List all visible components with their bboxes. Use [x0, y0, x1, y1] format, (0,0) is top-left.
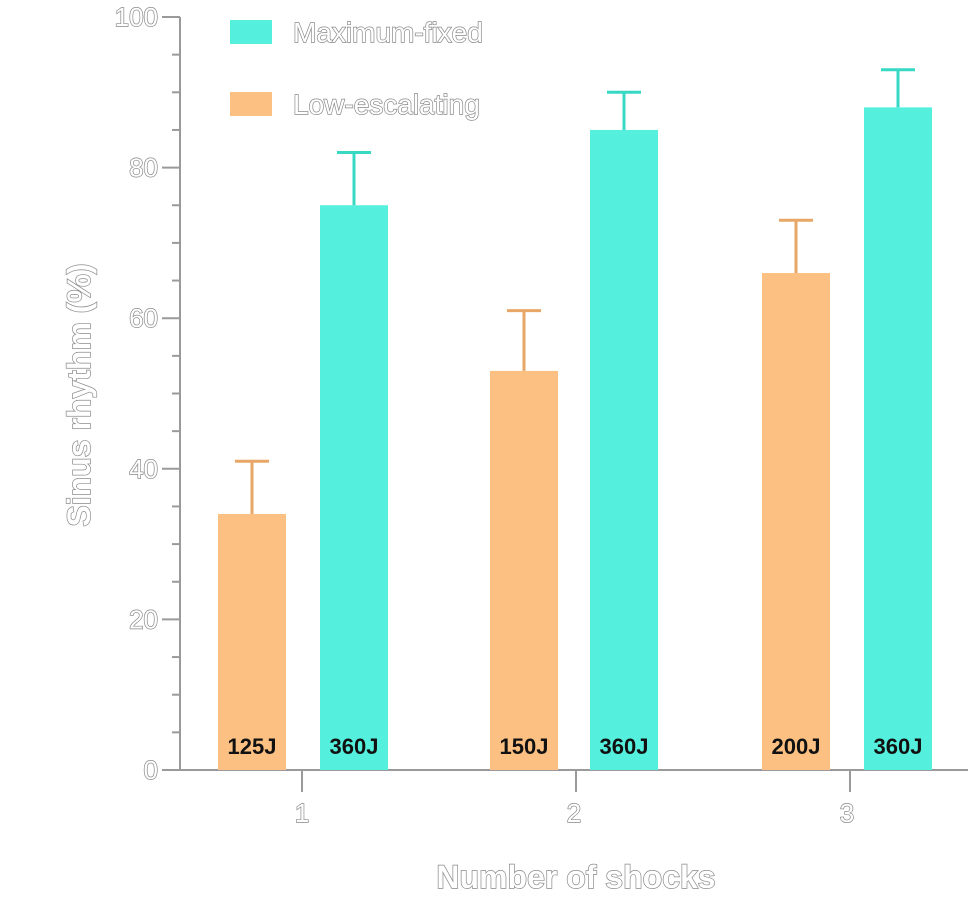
x-tick-label: 3 — [840, 798, 854, 828]
axes: 0 20 40 60 80 100 1 2 3 — [114, 1, 968, 829]
bar — [864, 107, 932, 771]
x-axis-title: Number of shocks — [436, 859, 715, 895]
x-tick-label: 2 — [567, 798, 581, 828]
y-axis-title: Sinus rhythm (%) — [61, 263, 97, 526]
y-tick-label: 80 — [129, 153, 158, 183]
y-tick-label: 0 — [144, 755, 158, 785]
y-tick-label: 60 — [129, 303, 158, 333]
legend-swatch — [230, 92, 272, 116]
legend: Maximum-fixed Low-escalating — [230, 16, 484, 121]
y-tick-label: 20 — [129, 604, 158, 634]
bar — [218, 513, 286, 770]
bar-data-label: 360J — [330, 734, 379, 759]
bar — [590, 129, 658, 770]
x-tick-label: 1 — [295, 798, 309, 828]
legend-label: Maximum-fixed — [293, 17, 483, 48]
bar-data-label: 125J — [228, 734, 277, 759]
bar-data-label: 200J — [772, 734, 821, 759]
bar — [490, 370, 558, 770]
bar — [320, 205, 388, 770]
bars: 125J 150J 200J 360J 360J 360J — [218, 68, 932, 771]
legend-label: Low-escalating — [293, 89, 480, 120]
legend-swatch — [230, 20, 272, 44]
bar-data-label: 360J — [874, 734, 923, 759]
y-tick-label: 100 — [115, 2, 158, 32]
bar — [762, 273, 830, 770]
y-tick-label: 40 — [129, 454, 158, 484]
bar-data-label: 150J — [500, 734, 549, 759]
bar-data-label: 360J — [600, 734, 649, 759]
